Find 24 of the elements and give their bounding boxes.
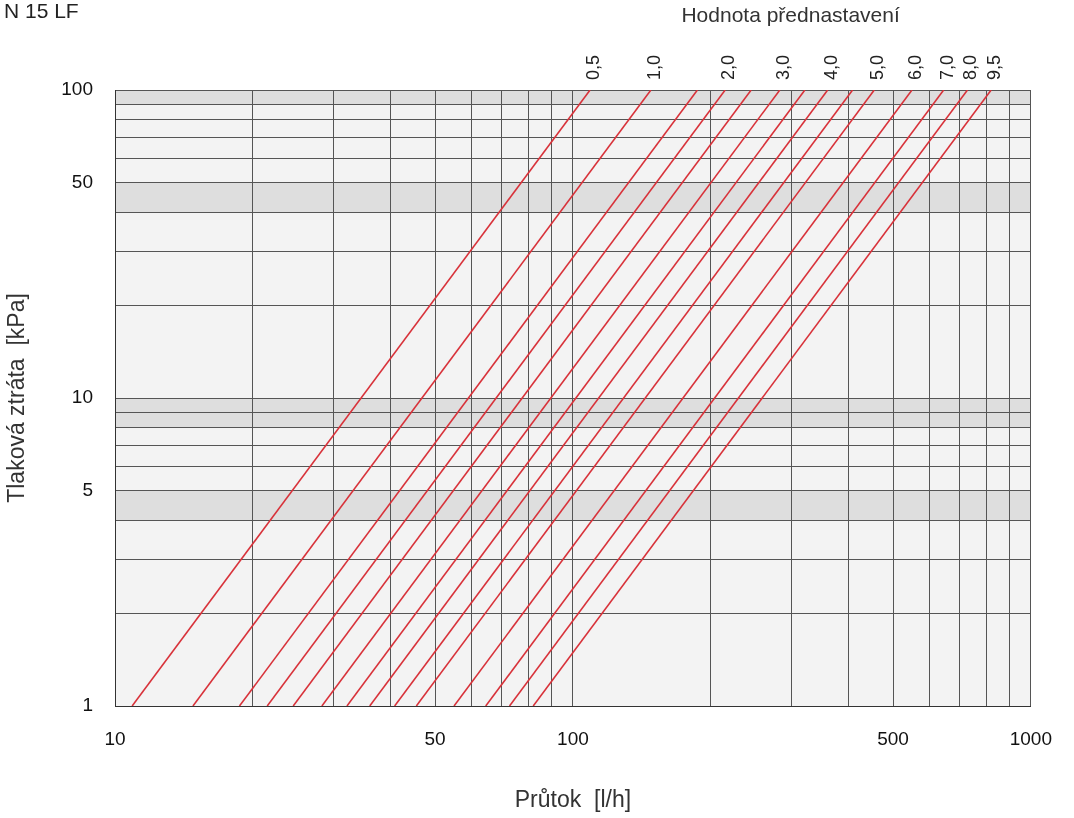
y-tick-label: 1 <box>82 694 93 716</box>
text: 2,0 <box>718 54 739 80</box>
text: 7,0 <box>936 54 957 80</box>
y-tick-label: 5 <box>82 478 93 500</box>
x-axis-title: Průtok [l/h] <box>514 785 632 812</box>
text: 3,0 <box>772 54 793 80</box>
x-tick-label: 1000 <box>1009 727 1053 749</box>
x-tick-label: 100 <box>557 727 589 749</box>
x-tick-label: 50 <box>424 727 446 749</box>
legend-title: Hodnota přednastavení <box>681 3 900 27</box>
chart-title: N 15 LF <box>4 0 79 23</box>
y-tick-label: 50 <box>71 170 93 192</box>
text: 1,0 <box>643 54 664 80</box>
text: 0,5 <box>583 54 604 80</box>
text: 6,0 <box>904 54 925 80</box>
x-tick-label: 500 <box>877 727 909 749</box>
text: 4,0 <box>820 54 841 80</box>
text: 8,0 <box>960 54 981 80</box>
text: 5,0 <box>867 54 888 80</box>
y-axis-title: Tlaková ztráta [kPa] <box>3 293 30 503</box>
x-tick-label: 10 <box>104 727 126 749</box>
text: 9,5 <box>984 54 1005 80</box>
y-tick-label: 10 <box>71 386 93 408</box>
y-tick-label: 100 <box>61 78 93 100</box>
